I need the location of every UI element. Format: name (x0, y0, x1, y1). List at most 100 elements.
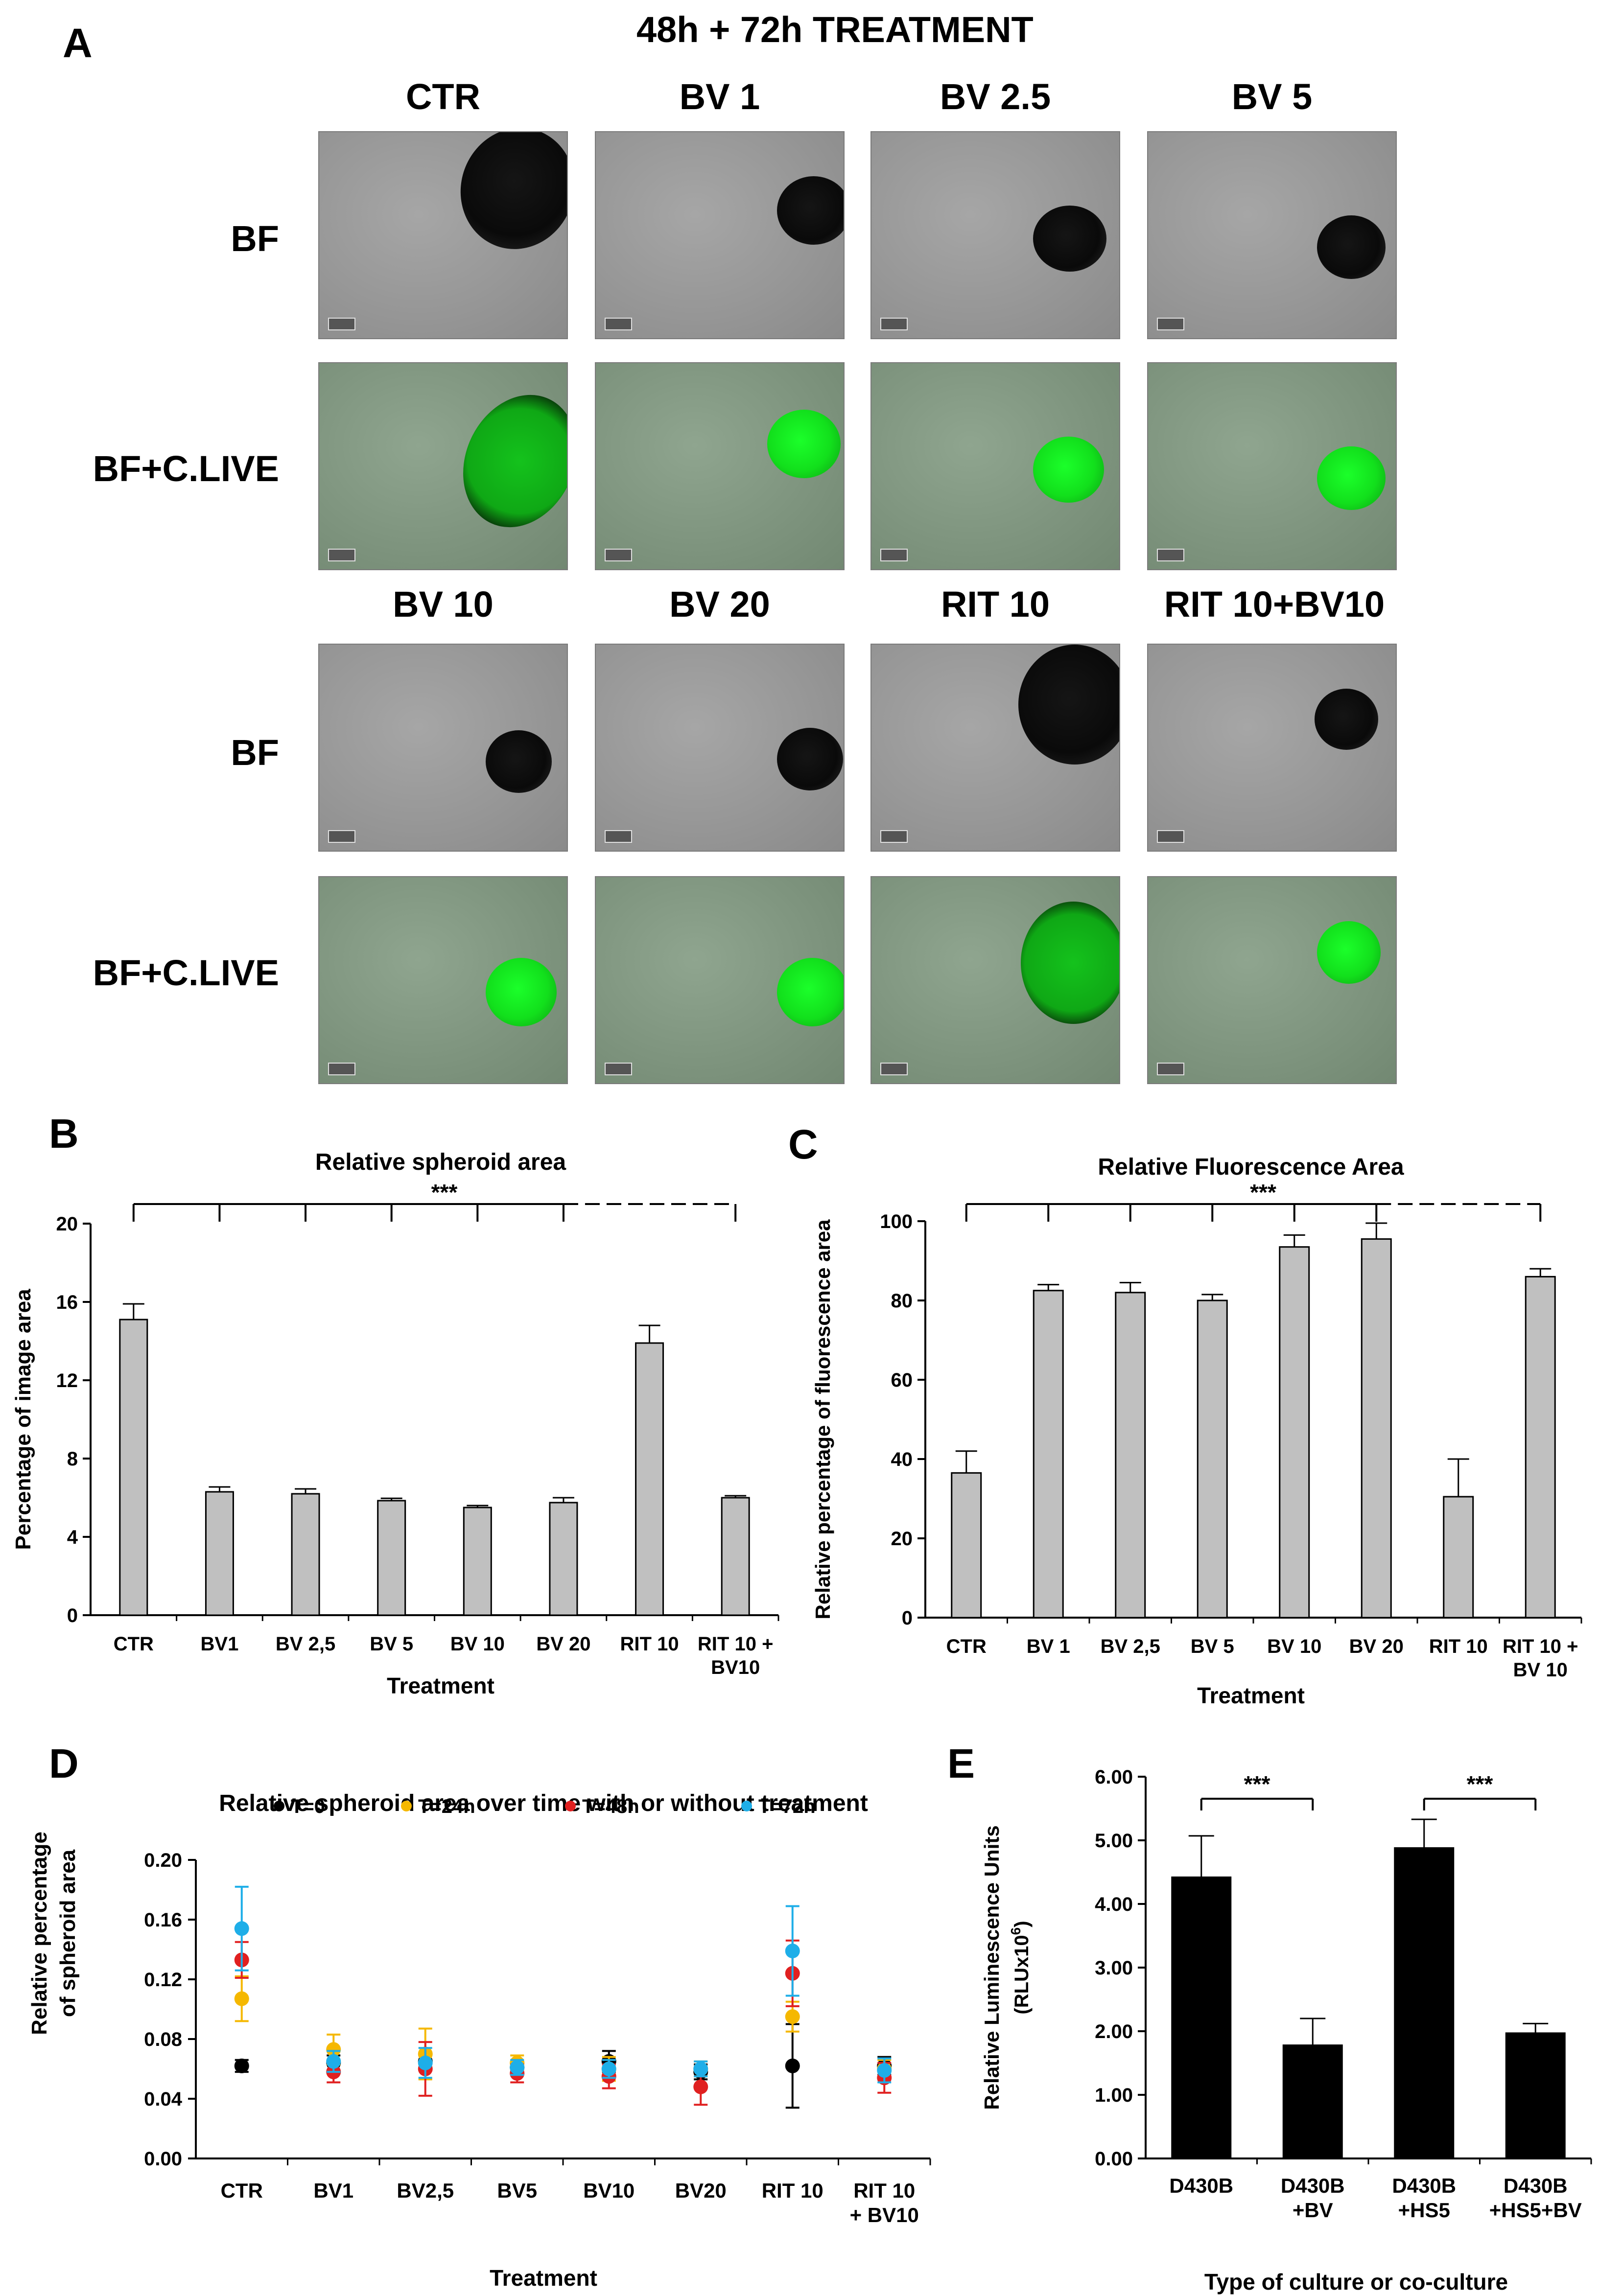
x-tick-label: BV 5 (1191, 1636, 1234, 1657)
x-tick-label: CTR (946, 1636, 987, 1657)
micrograph-bv20-bf (595, 644, 845, 852)
x-tick-label: BV10 (583, 2179, 635, 2202)
x-tick-label: RIT 10 (620, 1633, 679, 1655)
chart-title: Relative spheroid area (315, 1149, 566, 1175)
data-point (785, 2009, 800, 2024)
x-axis-title: Treatment (490, 2265, 597, 2291)
panel-a-letter: A (63, 20, 93, 66)
bar (1525, 1276, 1556, 1619)
spheroid (1317, 446, 1386, 510)
row-label-bf-clive-1: BF+C.LIVE (93, 448, 279, 489)
y-tick-label: 4.00 (1095, 1894, 1133, 1915)
scale-bar (605, 830, 632, 843)
y-tick-label: 0 (67, 1605, 78, 1626)
chart-title: Relative Fluorescence Area (1098, 1154, 1404, 1180)
row-label-bf-1: BF (231, 218, 279, 259)
bar (1279, 1246, 1310, 1619)
y-axis-title: Percentage of image area (11, 1289, 35, 1550)
y-tick-label: 60 (891, 1369, 913, 1391)
scale-bar (1157, 318, 1184, 330)
x-tick-label: BV2,5 (397, 2179, 454, 2202)
bar (549, 1502, 578, 1616)
x-tick-label: RIT 10 + BV 10 (1503, 1636, 1578, 1681)
y-tick-label: 16 (56, 1292, 78, 1313)
micrograph-bv10-bf (318, 644, 568, 852)
bar (951, 1472, 982, 1619)
legend-label: T=48h (582, 1796, 639, 1817)
x-tick-label: RIT 10 (1429, 1636, 1488, 1657)
bar (1282, 2044, 1343, 2159)
y-tick-label: 4 (67, 1527, 78, 1548)
row-label-bf-2: BF (231, 732, 279, 773)
data-point (785, 1944, 800, 1959)
x-tick-label: BV 2,5 (1101, 1636, 1160, 1657)
spheroid (1315, 689, 1378, 750)
bar (1361, 1238, 1392, 1619)
row-label-bf-clive-2: BF+C.LIVE (93, 952, 279, 993)
chart-title: Relative spheroid area over time with or… (219, 1790, 868, 1816)
micrograph-bv1-bf (595, 131, 845, 339)
x-tick-label: D430B (1169, 2174, 1233, 2197)
y-tick-label: 6.00 (1095, 1766, 1133, 1788)
x-tick-label: CTR (114, 1633, 154, 1655)
bar (1394, 1847, 1455, 2159)
bar (1033, 1290, 1064, 1619)
scale-bar (328, 549, 355, 561)
significance-stars: *** (1250, 1180, 1276, 1205)
y-tick-label: 3.00 (1095, 1957, 1133, 1979)
micrograph-rit10-clive (870, 876, 1120, 1084)
panel-e-letter: E (947, 1740, 975, 1786)
x-tick-label: RIT 10 (762, 2179, 823, 2202)
x-tick-label: BV1 (313, 2179, 353, 2202)
bar (721, 1497, 750, 1616)
scale-bar (880, 549, 908, 561)
x-tick-label: BV 20 (536, 1633, 590, 1655)
y-tick-label: 2.00 (1095, 2021, 1133, 2042)
legend-label: T=24h (418, 1796, 475, 1817)
spheroid (486, 958, 557, 1026)
x-tick-label: D430B +HS5+BV (1489, 2174, 1582, 2222)
spheroid (777, 958, 844, 1026)
data-point (234, 1921, 249, 1936)
bar (1197, 1299, 1228, 1619)
y-tick-label: 0.00 (144, 2148, 182, 2170)
x-tick-label: RIT 10 + BV10 (850, 2179, 919, 2226)
x-tick-label: BV 2,5 (276, 1633, 335, 1655)
y-tick-label: 0.12 (144, 1969, 182, 1991)
x-tick-label: BV1 (201, 1633, 239, 1655)
micrograph-ctr-clive (318, 362, 568, 570)
legend-marker (401, 1801, 412, 1811)
col-label-bv5: BV 5 (1231, 76, 1313, 117)
scale-bar (328, 830, 355, 843)
data-point (601, 2062, 616, 2076)
bar (205, 1491, 234, 1616)
bar (635, 1342, 664, 1616)
y-tick-label: 0.00 (1095, 2148, 1133, 2170)
chart-d: Relative spheroid area over time with or… (27, 1790, 931, 2291)
col-label-rit10-bv10: RIT 10+BV10 (1164, 584, 1385, 625)
scale-bar (605, 318, 632, 330)
y-tick-label: 0.16 (144, 1909, 182, 1931)
chart-b: 0 4 8 12 16 20 CTR BV1 BV 2,5 BV 5 BV 10 BV 20 RIT 1… (11, 1149, 779, 1698)
spheroid (767, 410, 841, 478)
scale-bar (1157, 1063, 1184, 1075)
y-axis-unit: (RLUx106) (1008, 1921, 1033, 2014)
legend-marker (565, 1801, 576, 1811)
legend-marker (741, 1801, 752, 1811)
x-axis-title: Treatment (387, 1673, 494, 1698)
data-point (693, 2079, 708, 2094)
y-tick-label: 0.20 (144, 1850, 182, 1871)
spheroid (1317, 215, 1386, 279)
scale-bar (605, 549, 632, 561)
y-tick-label: 12 (56, 1370, 78, 1392)
scale-bar (328, 1063, 355, 1075)
x-tick-label: CTR (221, 2179, 263, 2202)
y-axis-title: Relative percentage of fluorescence area (811, 1219, 834, 1620)
micrograph-bv5-clive (1147, 362, 1397, 570)
data-point (693, 2062, 708, 2076)
spheroid (777, 728, 843, 790)
scale-bar (1157, 830, 1184, 843)
spheroid (777, 176, 844, 245)
bar (119, 1319, 148, 1616)
y-tick-label: 8 (67, 1448, 78, 1470)
